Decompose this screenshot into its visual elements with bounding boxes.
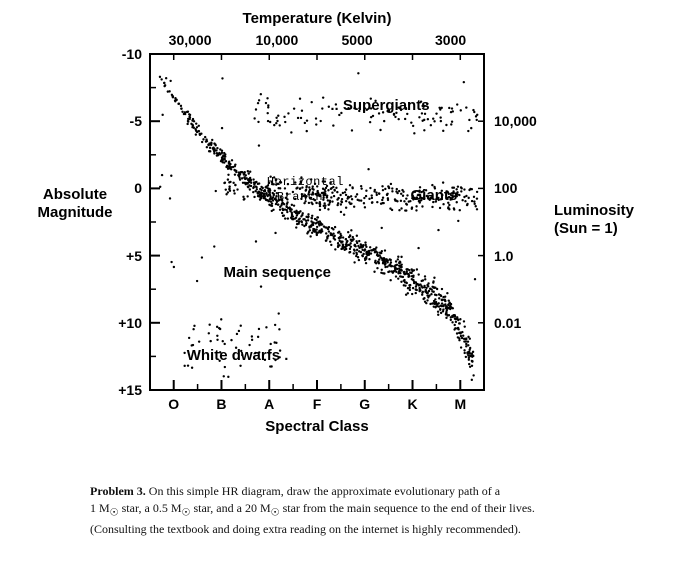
bottom-tick-4: G	[359, 396, 370, 412]
left-tick-0: -10	[122, 46, 142, 62]
annotation-3: Giants	[411, 187, 458, 204]
bottom-tick-5: K	[407, 396, 417, 412]
left-tick-1: -5	[130, 113, 142, 129]
annotation-0: .. Supergiants	[330, 97, 429, 114]
right-title-1: Luminosity	[554, 202, 634, 219]
right-tick-1: 100	[494, 180, 517, 196]
right-tick-3: 0.01	[494, 315, 521, 331]
annotation-2: Branch	[277, 190, 323, 204]
top-axis-title: Temperature (Kelvin)	[243, 10, 392, 27]
top-tick-0: 30,000	[169, 32, 212, 48]
problem-text: Problem 3. On this simple HR diagram, dr…	[90, 483, 630, 539]
bottom-axis-title: Spectral Class	[265, 418, 368, 435]
page-root: { "layout": { "plot": { "left": 150, "to…	[0, 0, 700, 561]
scatter-dots	[159, 72, 479, 381]
bottom-tick-0: O	[168, 396, 179, 412]
left-tick-2: 0	[134, 180, 142, 196]
annotation-4: Main sequence	[223, 264, 331, 281]
left-tick-3: +5	[126, 248, 142, 264]
bottom-tick-1: B	[216, 396, 226, 412]
annotation-5: White dwarfs .	[187, 347, 289, 364]
top-tick-2: 5000	[342, 32, 373, 48]
bottom-tick-3: F	[313, 396, 322, 412]
left-tick-4: +10	[118, 315, 142, 331]
bottom-tick-6: M	[454, 396, 466, 412]
left-title-2: Magnitude	[38, 204, 113, 221]
bottom-tick-2: A	[264, 396, 274, 412]
top-tick-3: 3000	[435, 32, 466, 48]
right-tick-0: 10,000	[494, 113, 537, 129]
right-tick-2: 1.0	[494, 248, 513, 264]
left-title-1: Absolute	[43, 186, 107, 203]
top-tick-1: 10,000	[255, 32, 298, 48]
right-title-2: (Sun = 1)	[554, 220, 618, 237]
annotation-1: Horizontal	[267, 175, 344, 189]
left-tick-5: +15	[118, 382, 142, 398]
